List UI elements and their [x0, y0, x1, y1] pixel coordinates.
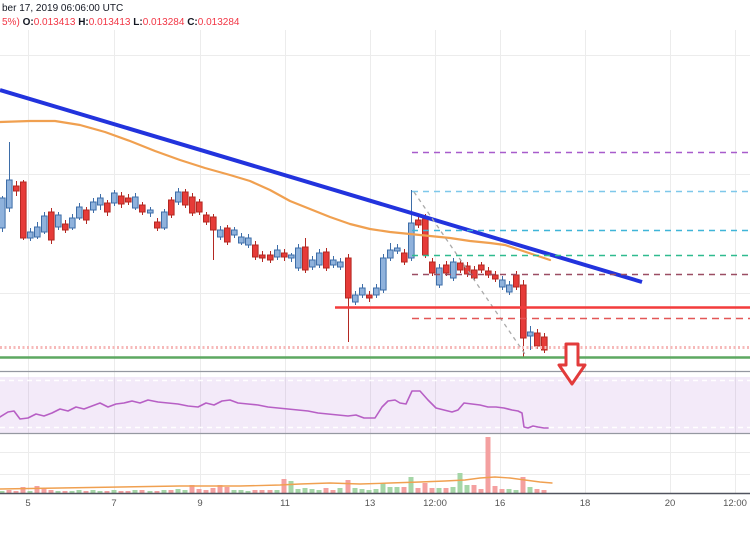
x-axis-tick-label: 12:00	[723, 498, 747, 509]
candlestick-series	[0, 142, 548, 357]
ohlc-line: 5%) O:0.013413 H:0.013413 L:0.013284 C:0…	[2, 16, 239, 30]
change-percent: 5%)	[2, 17, 20, 28]
high-value: 0.013413	[88, 17, 131, 28]
down-arrow-annotation	[557, 342, 587, 386]
rsi-pane	[0, 377, 750, 433]
x-axis-tick-label: 12:00	[423, 498, 447, 509]
low-value: 0.013284	[142, 17, 185, 28]
x-axis-labels: 5 7 9 11 13 12:00 16 18 20 12:00	[25, 498, 747, 509]
x-axis-tick-label: 7	[111, 498, 116, 509]
pane-separators	[0, 370, 750, 495]
volume-ma-line	[0, 476, 553, 490]
low-label: L:	[133, 17, 143, 28]
close-label: C:	[187, 17, 198, 28]
ohlc-legend: ber 17, 2019 06:06:00 UTC 5%) O:0.013413…	[2, 2, 239, 30]
x-axis-tick-label: 18	[580, 498, 591, 509]
x-axis-tick-label: 9	[197, 498, 202, 509]
symbol-date-line: ber 17, 2019 06:06:00 UTC	[2, 3, 124, 14]
price-ma-line	[0, 119, 552, 262]
x-axis-tick-label: 11	[280, 498, 290, 509]
open-label: O:	[22, 17, 34, 28]
x-axis-tick-label: 20	[665, 498, 676, 509]
close-value: 0.013284	[197, 17, 240, 28]
volume-bars	[0, 437, 547, 493]
open-value: 0.013413	[33, 17, 76, 28]
x-axis-tick-label: 16	[495, 498, 506, 509]
trendline	[0, 88, 643, 284]
support-resistance-levels	[0, 151, 750, 359]
x-axis-tick-label: 5	[25, 498, 30, 509]
rsi-line	[0, 390, 549, 429]
high-label: H:	[78, 17, 89, 28]
x-axis-tick-label: 13	[365, 498, 376, 509]
